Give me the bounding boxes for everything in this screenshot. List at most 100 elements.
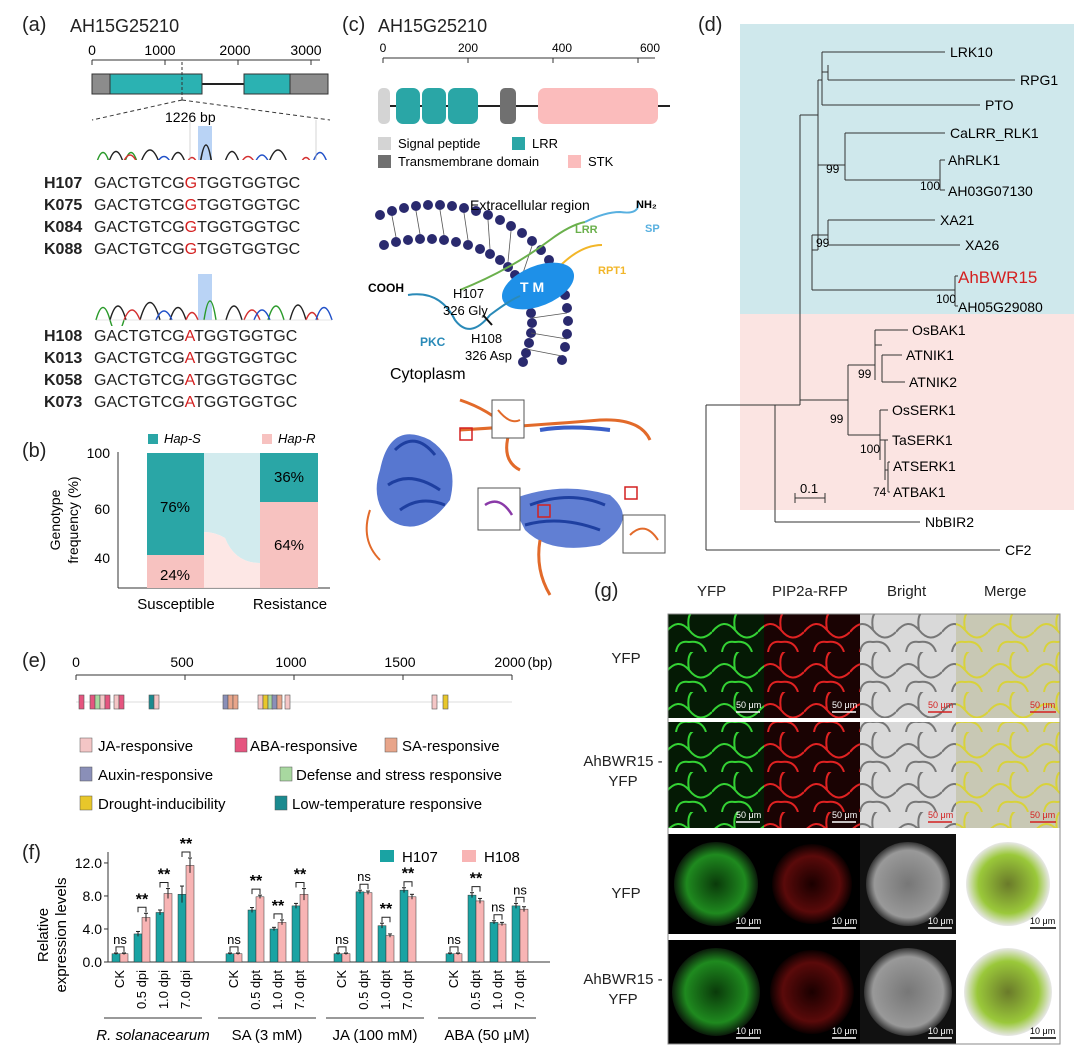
row-label-4: AhBWR15 -YFP: [583, 971, 663, 1008]
seq-row: K058 GACTGTCGATGGTGGTGC: [44, 372, 298, 389]
gene-structure-a: 0 1000 2000 3000 1226 bp: [88, 42, 331, 160]
row-label-1: YFP: [611, 650, 641, 667]
bar-h107: [377, 925, 387, 963]
bar-h108: [255, 896, 265, 963]
scale-g2-2: 50 μm: [832, 810, 857, 820]
row-label-2: AhBWR15 -YFP: [583, 753, 663, 790]
legend-hap-r: Hap-R: [278, 431, 316, 446]
bar-h108: [119, 953, 129, 963]
seq-group-1: H107 GACTGTCGGTGGTGGTGC K075 GACTGTCGGTGGT…: [44, 173, 300, 261]
bar-h107: [445, 953, 455, 963]
f-cat-label: 1.0 dpt: [270, 970, 285, 1010]
f-cat-label: CK: [446, 970, 461, 988]
seq-row: K013 GACTGTCGATGGTGGTGC: [44, 350, 298, 367]
cat-susceptible: Susceptible: [137, 596, 215, 613]
seq-row: K088 GACTGTCGGTGGTGGTGC: [44, 241, 301, 258]
h107-label: H107: [453, 286, 484, 301]
bar-h107: [247, 909, 257, 963]
tm-ellipse: [501, 262, 575, 310]
val-s-sus: 76%: [160, 499, 190, 516]
bar-resistance-s: [260, 453, 318, 502]
scale-g4-2: 10 μm: [832, 1026, 857, 1036]
taxon-lrk10: LRK10: [950, 44, 993, 60]
f-ytick-label: 4.0: [83, 921, 103, 937]
lrr-domain-2: [422, 88, 446, 124]
scale-g4-4: 10 μm: [1030, 1026, 1055, 1036]
cooh-label: COOH: [368, 281, 404, 295]
taxon-calrr: CaLRR_RLK1: [950, 125, 1039, 141]
chromatogram-2: [95, 274, 333, 326]
sig-bracket: [493, 914, 503, 920]
bar-h108: [233, 953, 243, 963]
sig-label: ns: [357, 869, 371, 884]
bar-h107: [467, 894, 477, 963]
lrr-label: LRR: [575, 224, 598, 236]
bootstrap-5: 99: [858, 367, 872, 381]
sig-bracket: [449, 946, 459, 952]
legend-h108: H108: [484, 849, 520, 866]
sig-label: ns: [447, 932, 461, 947]
bar-h107: [155, 912, 165, 963]
f-cat-label: 7.0 dpt: [292, 970, 307, 1010]
tm-domain: [500, 88, 516, 124]
bar-h107: [269, 928, 279, 963]
taxon-pto: PTO: [985, 97, 1014, 113]
bar-h107: [333, 953, 343, 963]
bootstrap-4: 100: [936, 292, 956, 306]
sig-label: **: [380, 901, 393, 918]
sig-bracket: [337, 946, 347, 952]
ylabel-f-2: expression levels: [53, 877, 70, 992]
cis-elements: [78, 694, 449, 710]
ylabel-b: Genotype: [47, 489, 63, 550]
legend-drought: Drought-inducibility: [98, 796, 226, 813]
taxon-taserk1: TaSERK1: [892, 432, 953, 448]
tm-label: T M: [520, 279, 544, 295]
panel-a-label: (a): [22, 14, 47, 36]
clade-bg-2: [740, 314, 1074, 510]
panel-c-label: (c): [342, 14, 366, 36]
bar-h108: [277, 922, 287, 963]
taxon-atnik2: ATNIK2: [909, 374, 957, 390]
utr5-block: [91, 73, 111, 95]
bar-h108: [185, 865, 195, 963]
exon2-block: [243, 73, 291, 95]
phylogenetic-tree: LRK10 RPG1 PTO CaLRR_RLK1 AhRLK1 AH03G07…: [705, 24, 1074, 558]
exon1-block: [109, 73, 203, 95]
f-cat-label: 1.0 dpi: [156, 970, 171, 1009]
legend-sp: Signal peptide: [398, 136, 480, 151]
scale-g2-1: 50 μm: [736, 810, 761, 820]
taxon-xa21: XA21: [940, 212, 974, 228]
sig-label: ns: [335, 932, 349, 947]
genotype-chart: Hap-S Hap-R 100 60 40 Genotype frequency…: [47, 431, 330, 613]
scale-g3-1: 10 μm: [736, 916, 761, 926]
val-r-res: 64%: [274, 537, 304, 554]
pkc-label: PKC: [420, 335, 446, 349]
tick-c-2: 400: [552, 41, 572, 55]
col-merge: Merge: [984, 583, 1027, 600]
bar-h108: [385, 935, 395, 963]
sig-bracket: [159, 882, 169, 888]
panel-a-gene: AH15G25210: [70, 16, 180, 36]
bar-h108: [163, 893, 173, 963]
scale-g1-3: 50 μm: [928, 700, 953, 710]
taxon-rpg1: RPG1: [1020, 72, 1058, 88]
lrr-domain-1: [396, 88, 420, 124]
sig-bracket: [115, 946, 125, 952]
scale-g4-1: 10 μm: [736, 1026, 761, 1036]
f-cat-label: 7.0 dpi: [178, 970, 193, 1009]
sig-bracket: [229, 946, 239, 952]
nh2-label: NH₂: [636, 199, 657, 211]
bootstrap-3: 99: [816, 236, 830, 250]
sig-label: **: [470, 871, 483, 888]
bar-h107: [133, 933, 143, 963]
tick-e-3: 1500: [384, 654, 415, 670]
bar-h108: [475, 900, 485, 963]
taxon-atbak1: ATBAK1: [893, 484, 946, 500]
bar-susceptible-r: [147, 555, 204, 588]
legend-lrr: LRR: [532, 136, 558, 151]
panel-b-label: (b): [22, 440, 47, 462]
bar-h107: [399, 889, 409, 963]
bootstrap-1: 99: [826, 162, 840, 176]
taxon-atnik1: ATNIK1: [906, 347, 954, 363]
panel-d-label: (d): [698, 14, 723, 36]
